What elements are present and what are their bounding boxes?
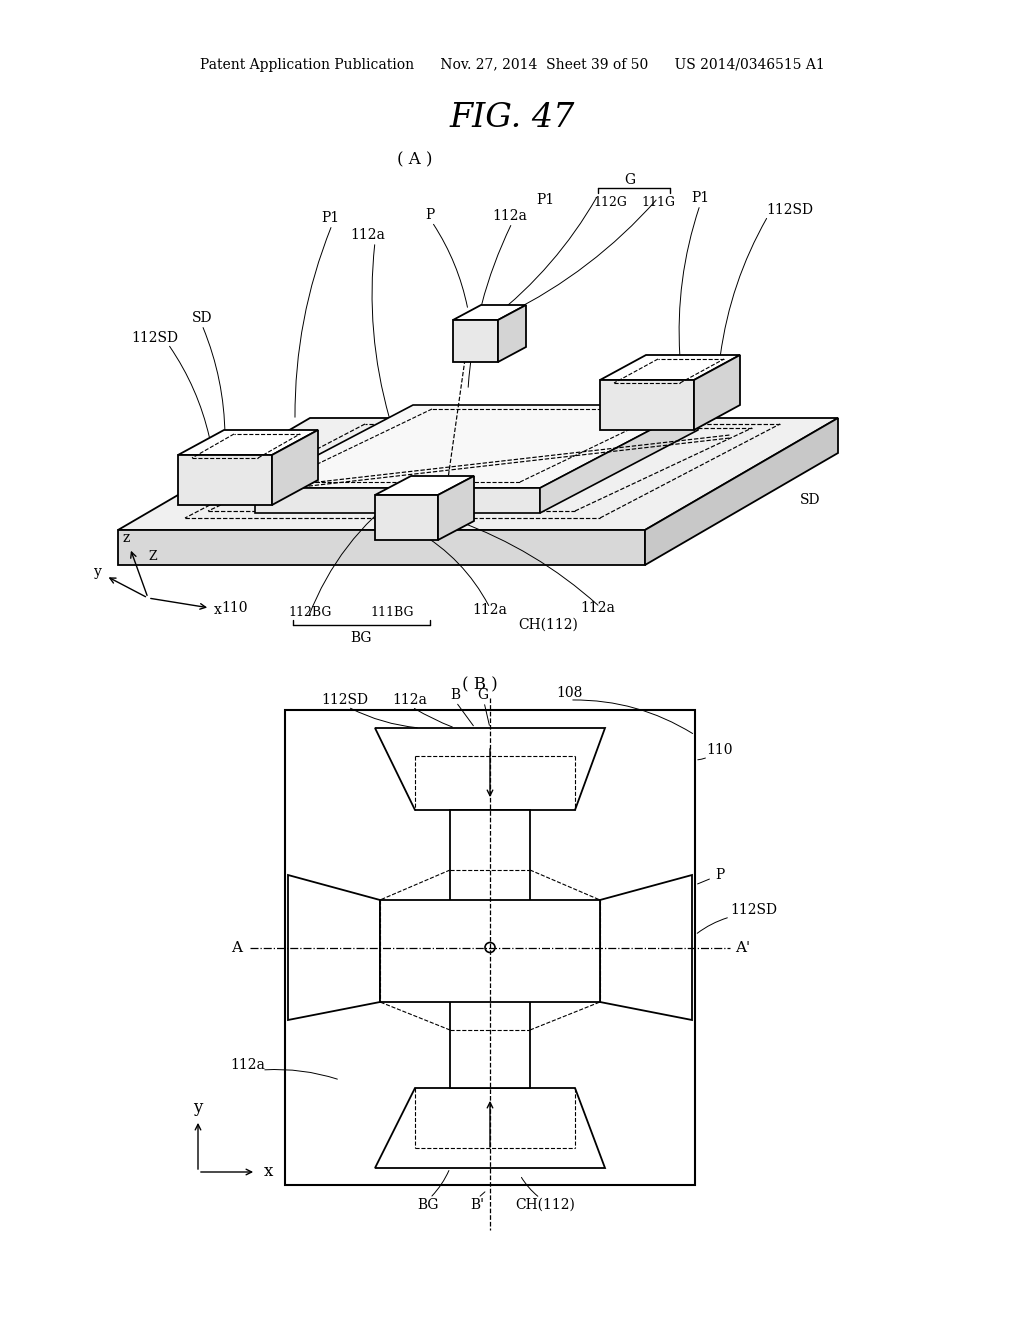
- Text: y: y: [194, 1098, 203, 1115]
- Text: BG: BG: [417, 1199, 438, 1212]
- Text: B': B': [470, 1199, 484, 1212]
- Polygon shape: [375, 495, 438, 540]
- Text: P1: P1: [691, 191, 709, 205]
- Text: 112SD: 112SD: [131, 331, 178, 345]
- Polygon shape: [453, 319, 498, 362]
- Text: 112a: 112a: [392, 693, 427, 708]
- Text: 110: 110: [222, 601, 248, 615]
- Text: P: P: [425, 209, 434, 222]
- Text: 112a: 112a: [493, 209, 527, 223]
- Polygon shape: [453, 305, 526, 319]
- Polygon shape: [380, 900, 600, 1002]
- Text: FIG. 47: FIG. 47: [450, 102, 574, 135]
- Text: P: P: [716, 869, 725, 882]
- Polygon shape: [375, 729, 605, 810]
- Polygon shape: [694, 355, 740, 430]
- Text: A: A: [231, 940, 243, 954]
- Text: 112SD: 112SD: [322, 693, 369, 708]
- Text: 112G: 112G: [593, 195, 627, 209]
- Text: 112SD: 112SD: [766, 203, 813, 216]
- Text: CH(112): CH(112): [518, 618, 578, 632]
- Text: SD: SD: [800, 492, 820, 507]
- Text: y: y: [94, 565, 102, 579]
- Polygon shape: [600, 875, 692, 1020]
- Polygon shape: [498, 305, 526, 362]
- Polygon shape: [288, 875, 380, 1020]
- Polygon shape: [255, 488, 540, 513]
- Polygon shape: [600, 380, 694, 430]
- Text: Z: Z: [148, 549, 158, 562]
- Text: 111BG: 111BG: [371, 606, 414, 619]
- Text: Patent Application Publication      Nov. 27, 2014  Sheet 39 of 50      US 2014/0: Patent Application Publication Nov. 27, …: [200, 58, 824, 73]
- Text: 108: 108: [557, 686, 584, 700]
- Polygon shape: [118, 531, 645, 565]
- Text: ( B ): ( B ): [462, 676, 498, 693]
- Text: G: G: [625, 173, 636, 187]
- Text: BG: BG: [351, 631, 373, 645]
- Polygon shape: [285, 710, 695, 1185]
- Polygon shape: [255, 405, 698, 488]
- Polygon shape: [178, 430, 318, 455]
- Polygon shape: [375, 1088, 605, 1168]
- Polygon shape: [438, 477, 474, 540]
- Polygon shape: [450, 810, 530, 1088]
- Text: A': A': [735, 940, 751, 954]
- Polygon shape: [178, 455, 272, 506]
- Text: 110: 110: [707, 743, 733, 756]
- Polygon shape: [540, 405, 698, 513]
- Text: P1: P1: [536, 193, 554, 207]
- Text: x: x: [263, 1163, 272, 1180]
- Text: 111G: 111G: [641, 195, 675, 209]
- Text: G: G: [477, 688, 488, 702]
- Text: 112a: 112a: [350, 228, 385, 242]
- Text: x: x: [214, 603, 222, 616]
- Text: CH(112): CH(112): [515, 1199, 574, 1212]
- Polygon shape: [118, 418, 838, 531]
- Text: 112SD: 112SD: [730, 903, 777, 917]
- Text: ( A ): ( A ): [397, 152, 433, 169]
- Polygon shape: [375, 477, 474, 495]
- Text: SD: SD: [191, 312, 212, 325]
- Text: 112a: 112a: [472, 603, 508, 616]
- Polygon shape: [600, 355, 740, 380]
- Text: B: B: [450, 688, 460, 702]
- Polygon shape: [272, 430, 318, 506]
- Text: 112a: 112a: [230, 1059, 265, 1072]
- Polygon shape: [645, 418, 838, 565]
- Text: 112a: 112a: [581, 601, 615, 615]
- Text: P1: P1: [321, 211, 339, 224]
- Text: z: z: [123, 531, 130, 545]
- Text: 112BG: 112BG: [289, 606, 332, 619]
